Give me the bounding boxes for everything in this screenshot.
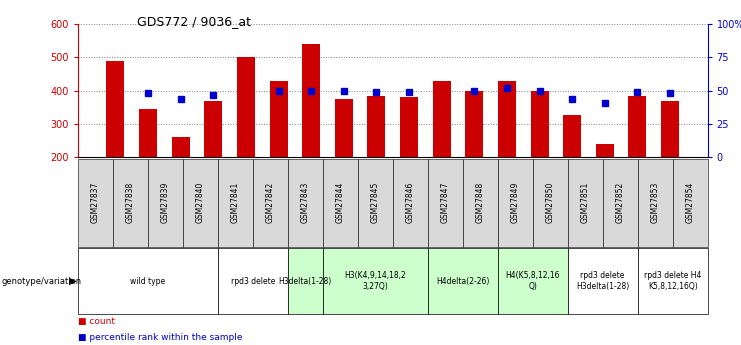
Text: genotype/variation: genotype/variation — [1, 277, 82, 286]
Bar — [237, 57, 255, 157]
Text: GSM27845: GSM27845 — [370, 182, 379, 223]
Bar — [498, 81, 516, 157]
Bar — [563, 116, 581, 157]
Text: ■ count: ■ count — [78, 317, 115, 326]
Text: GSM27852: GSM27852 — [616, 182, 625, 223]
Text: ■ percentile rank within the sample: ■ percentile rank within the sample — [78, 333, 242, 342]
Text: GSM27854: GSM27854 — [685, 182, 694, 223]
Text: GSM27847: GSM27847 — [441, 182, 450, 223]
Text: GSM27851: GSM27851 — [581, 182, 590, 223]
Bar — [172, 137, 190, 157]
Text: rpd3 delete H4
K5,8,12,16Q): rpd3 delete H4 K5,8,12,16Q) — [644, 272, 701, 291]
Bar — [335, 99, 353, 157]
Text: H3delta(1-28): H3delta(1-28) — [279, 277, 332, 286]
Text: GSM27844: GSM27844 — [336, 182, 345, 223]
Text: GSM27837: GSM27837 — [91, 182, 100, 223]
Text: GSM27838: GSM27838 — [126, 182, 135, 223]
Bar — [368, 96, 385, 157]
Text: ▶: ▶ — [69, 276, 76, 286]
Bar — [400, 97, 418, 157]
Text: rpd3 delete
H3delta(1-28): rpd3 delete H3delta(1-28) — [576, 272, 629, 291]
Text: GSM27841: GSM27841 — [230, 182, 240, 223]
Text: GSM27850: GSM27850 — [545, 182, 555, 223]
Bar — [465, 90, 483, 157]
Text: rpd3 delete: rpd3 delete — [230, 277, 275, 286]
Bar — [270, 81, 288, 157]
Text: H3(K4,9,14,18,2
3,27Q): H3(K4,9,14,18,2 3,27Q) — [345, 272, 406, 291]
Text: GSM27840: GSM27840 — [196, 182, 205, 223]
Text: GSM27843: GSM27843 — [301, 182, 310, 223]
Text: GSM27839: GSM27839 — [161, 182, 170, 223]
Text: H4delta(2-26): H4delta(2-26) — [436, 277, 489, 286]
Text: GSM27849: GSM27849 — [511, 182, 519, 223]
Text: H4(K5,8,12,16
Q): H4(K5,8,12,16 Q) — [505, 272, 560, 291]
Bar — [205, 100, 222, 157]
Bar — [139, 109, 157, 157]
Text: wild type: wild type — [130, 277, 165, 286]
Text: GSM27853: GSM27853 — [651, 182, 659, 223]
Bar — [107, 61, 124, 157]
Text: GSM27848: GSM27848 — [476, 182, 485, 223]
Text: GSM27842: GSM27842 — [266, 182, 275, 223]
Text: GSM27846: GSM27846 — [406, 182, 415, 223]
Bar — [531, 90, 548, 157]
Bar — [302, 44, 320, 157]
Bar — [661, 100, 679, 157]
Text: GDS772 / 9036_at: GDS772 / 9036_at — [137, 16, 251, 29]
Bar — [433, 81, 451, 157]
Bar — [596, 144, 614, 157]
Bar — [628, 96, 646, 157]
